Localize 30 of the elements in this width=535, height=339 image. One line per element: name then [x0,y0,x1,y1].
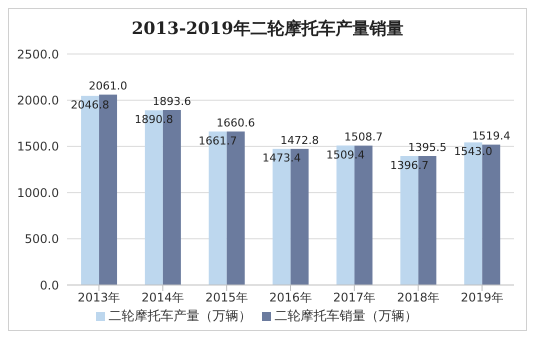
x-tick-label: 2015年 [205,290,248,305]
x-tick-label: 2017年 [333,290,376,305]
data-label: 1472.8 [280,134,319,147]
data-label: 1396.7 [390,158,429,172]
data-label: 1661.7 [198,134,238,148]
x-tick-label: 2013年 [78,290,120,305]
data-label: 1893.6 [152,95,192,108]
data-label: 2061.0 [88,80,128,93]
data-label: 1890.8 [134,113,174,126]
data-label: 1519.4 [472,130,510,143]
data-label: 1660.6 [216,116,256,130]
data-label: 1395.5 [408,141,447,154]
y-tick-label: 0.0 [40,278,59,292]
chart-title: 2013-2019年二轮摩托车产量销量 [130,18,404,40]
y-tick-label: 2000.0 [17,93,59,108]
x-tick-label: 2014年 [142,290,184,305]
data-label: 1543.0 [454,145,492,158]
y-tick-label: 1500.0 [17,140,59,154]
y-tick-label: 1000.0 [17,186,59,200]
x-tick-label: 2018年 [396,290,440,305]
data-label: 1473.4 [262,152,301,165]
data-label: 2046.8 [70,98,110,112]
y-tick-label: 500.0 [24,232,59,246]
x-tick-label: 2019年 [460,290,504,305]
data-label: 1509.4 [326,148,365,162]
legend-label: 二轮摩托车销量（万辆） [274,309,418,324]
data-label: 1508.7 [344,130,383,144]
legend-label: 二轮摩托车产量（万辆） [108,309,252,324]
y-tick-label: 2500.0 [17,47,59,62]
x-tick-label: 2016年 [269,290,312,305]
